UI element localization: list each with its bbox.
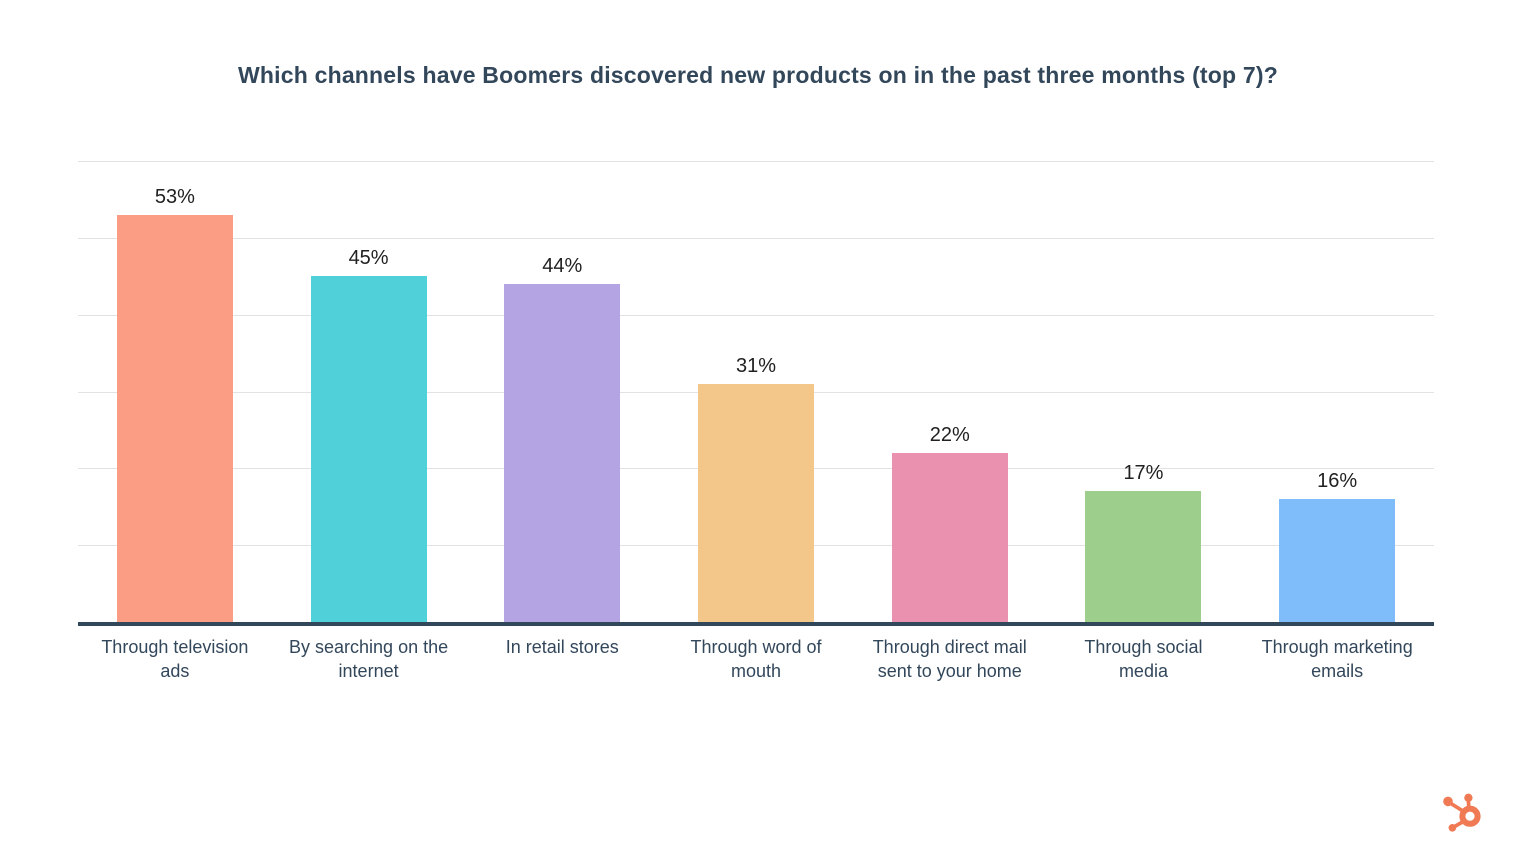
x-axis-label: Through marketing emails <box>1261 637 1413 681</box>
bar-group: 44% <box>465 161 659 622</box>
bar <box>1085 491 1202 622</box>
x-axis-label: Through social media <box>1084 637 1203 681</box>
bar <box>1279 499 1396 622</box>
bar-value-label: 17% <box>1123 462 1164 485</box>
chart-title: Which channels have Boomers discovered n… <box>238 62 1278 88</box>
x-axis-label: By searching on the internet <box>289 637 449 681</box>
bars-container: 53% 45% 44% 31% 22% 17% 16% <box>78 161 1434 622</box>
bar-value-label: 16% <box>1317 470 1358 493</box>
gridline <box>78 237 1434 239</box>
bar-group: 53% <box>78 161 272 622</box>
gridline <box>78 161 1434 162</box>
bar-group: 45% <box>272 161 466 622</box>
x-axis-label: In retail stores <box>505 637 619 657</box>
x-axis-label: Through direct mail sent to your home <box>872 637 1027 681</box>
bar <box>116 214 233 622</box>
bar-value-label: 44% <box>542 254 583 277</box>
bar-value-label: 53% <box>154 185 195 208</box>
bar-group: 31% <box>659 161 853 622</box>
x-axis-label: Through television ads <box>101 637 249 681</box>
gridline <box>78 314 1434 316</box>
x-axis-label: Through word of mouth <box>690 637 822 681</box>
bar-group: 17% <box>1047 161 1241 622</box>
hubspot-sprocket-logo-icon <box>1443 793 1481 832</box>
bar <box>698 383 815 622</box>
bar <box>891 452 1008 622</box>
bar-group: 16% <box>1240 161 1434 622</box>
bar-value-label: 31% <box>736 354 777 377</box>
bar-group: 22% <box>853 161 1047 622</box>
bar <box>504 283 621 622</box>
bar <box>310 276 427 622</box>
x-axis-labels: Through television ads By searching on th… <box>78 636 1434 684</box>
plot-area: 53% 45% 44% 31% 22% 17% 16% <box>78 161 1434 626</box>
bar-value-label: 22% <box>929 423 970 446</box>
bar-value-label: 45% <box>348 247 389 270</box>
